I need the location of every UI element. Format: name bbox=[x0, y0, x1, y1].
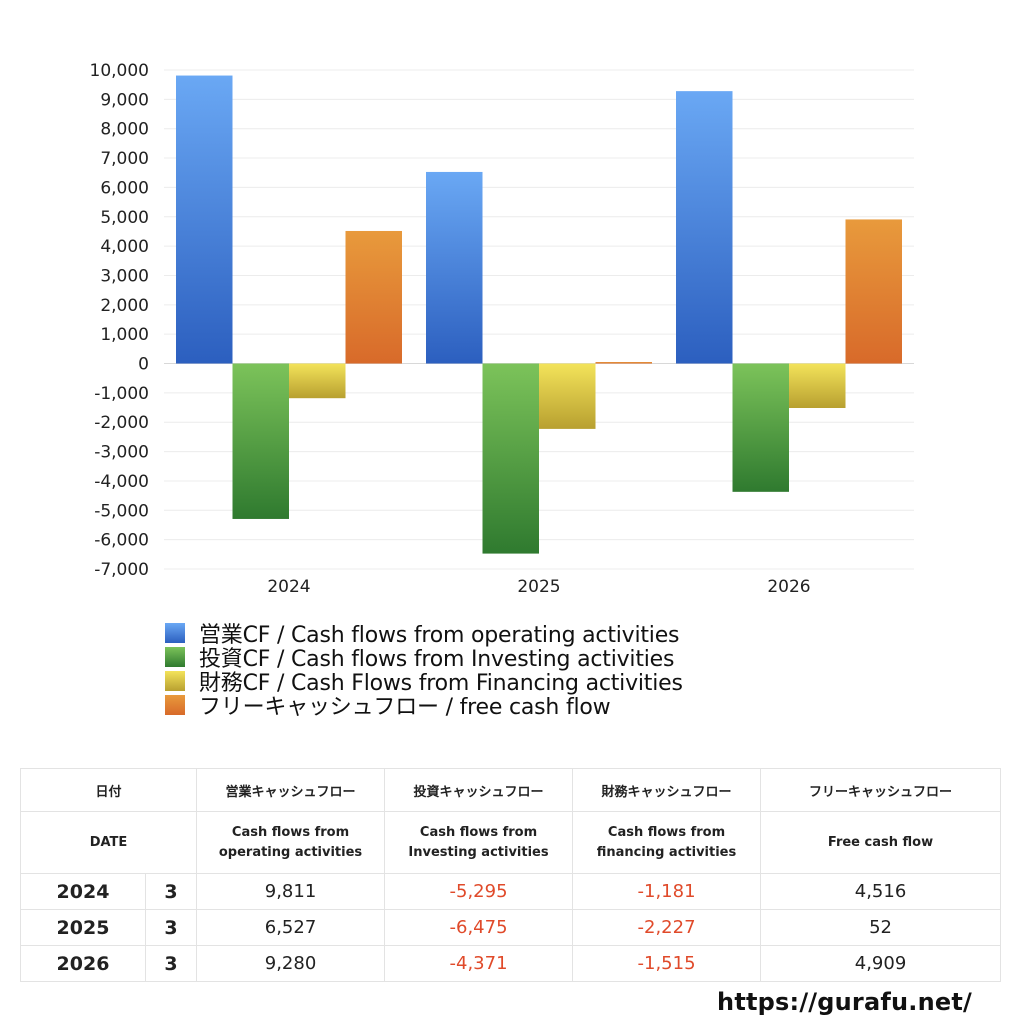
bar-free-2025 bbox=[595, 362, 652, 364]
y-tick-label: -7,000 bbox=[94, 560, 149, 580]
legend-swatch-free bbox=[165, 695, 185, 715]
row-operating: 9,811 bbox=[196, 873, 386, 910]
row-operating: 9,280 bbox=[196, 945, 386, 982]
table-row: 2024 3 9,811 -5,295 -1,181 4,516 bbox=[20, 873, 1002, 910]
legend-label-operating: 営業CF / Cash flows from operating activit… bbox=[199, 623, 680, 648]
bar-operating-2024 bbox=[176, 75, 233, 364]
legend-label-free: フリーキャッシュフロー / free cash flow bbox=[199, 695, 611, 720]
x-tick-label: 2024 bbox=[267, 577, 310, 597]
y-tick-label: 2,000 bbox=[100, 296, 149, 316]
y-tick-label: 9,000 bbox=[100, 90, 149, 110]
bar-financing-2024 bbox=[289, 363, 346, 399]
legend-label-financing: 財務CF / Cash Flows from Financing activit… bbox=[199, 671, 683, 696]
header-free-en: Free cash flow bbox=[760, 811, 1002, 874]
row-operating: 6,527 bbox=[196, 909, 386, 946]
header-investing-en: Cash flows from Investing activities bbox=[384, 811, 574, 874]
legend-swatch-financing bbox=[165, 671, 185, 691]
bars bbox=[176, 75, 902, 554]
cash-flow-table: 日付 営業キャッシュフロー 投資キャッシュフロー 財務キャッシュフロー フリーキ… bbox=[19, 768, 1002, 982]
legend-swatch-investing bbox=[165, 647, 185, 667]
x-axis-ticks: 2024 2025 2026 bbox=[267, 577, 810, 597]
x-tick-label: 2026 bbox=[767, 577, 810, 597]
row-free: 4,516 bbox=[760, 873, 1002, 910]
bar-free-2024 bbox=[345, 230, 402, 364]
bar-financing-2026 bbox=[789, 363, 846, 408]
table-row: 2026 3 9,280 -4,371 -1,515 4,909 bbox=[20, 945, 1002, 982]
legend-item-investing: 投資CF / Cash flows from Investing activit… bbox=[165, 645, 683, 672]
bar-investing-2026 bbox=[732, 363, 789, 492]
row-financing: -1,515 bbox=[572, 945, 762, 982]
header-investing-jp: 投資キャッシュフロー bbox=[384, 768, 574, 812]
row-month: 3 bbox=[144, 945, 198, 982]
y-tick-label: 1,000 bbox=[100, 325, 149, 345]
bar-investing-2025 bbox=[482, 363, 539, 554]
header-financing-jp: 財務キャッシュフロー bbox=[572, 768, 762, 812]
legend-swatch-operating bbox=[165, 623, 185, 643]
row-financing: -1,181 bbox=[572, 873, 762, 910]
legend-item-operating: 営業CF / Cash flows from operating activit… bbox=[165, 621, 683, 648]
header-date-en: DATE bbox=[19, 811, 198, 874]
y-tick-label: -1,000 bbox=[94, 384, 149, 404]
y-tick-label: 7,000 bbox=[100, 149, 149, 169]
y-tick-label: 6,000 bbox=[100, 178, 149, 198]
header-financing-en: Cash flows from financing activities bbox=[572, 811, 762, 874]
row-free: 4,909 bbox=[760, 945, 1002, 982]
y-tick-label: -2,000 bbox=[94, 413, 149, 433]
legend-item-financing: 財務CF / Cash Flows from Financing activit… bbox=[165, 669, 683, 696]
legend-item-free: フリーキャッシュフロー / free cash flow bbox=[165, 693, 683, 720]
y-tick-label: -4,000 bbox=[94, 472, 149, 492]
row-month: 3 bbox=[144, 909, 198, 946]
y-tick-label: -3,000 bbox=[94, 443, 149, 463]
row-investing: -5,295 bbox=[384, 873, 574, 910]
legend: 営業CF / Cash flows from operating activit… bbox=[165, 621, 683, 720]
x-tick-label: 2025 bbox=[517, 577, 560, 597]
y-tick-label: 8,000 bbox=[100, 120, 149, 140]
bar-operating-2026 bbox=[676, 91, 733, 364]
y-tick-label: 0 bbox=[138, 355, 149, 375]
y-tick-label: 3,000 bbox=[100, 266, 149, 286]
bar-investing-2024 bbox=[232, 363, 289, 519]
y-tick-label: -5,000 bbox=[94, 501, 149, 521]
row-free: 52 bbox=[760, 909, 1002, 946]
header-operating-en: Cash flows from operating activities bbox=[196, 811, 386, 874]
header-free-jp: フリーキャッシュフロー bbox=[760, 768, 1002, 812]
bar-free-2026 bbox=[845, 219, 902, 364]
cash-flow-chart: 10,000 9,000 8,000 7,000 6,000 5,000 4,000 3,00… bbox=[90, 61, 914, 597]
row-investing: -6,475 bbox=[384, 909, 574, 946]
header-operating-jp: 営業キャッシュフロー bbox=[196, 768, 386, 812]
site-url[interactable]: https://gurafu.net/ bbox=[717, 988, 972, 1016]
y-tick-label: 5,000 bbox=[100, 208, 149, 228]
y-tick-label: -6,000 bbox=[94, 531, 149, 551]
table-header-en: DATE Cash flows from operating activitie… bbox=[19, 811, 1002, 874]
row-year: 2024 bbox=[20, 873, 146, 910]
row-year: 2025 bbox=[20, 909, 146, 946]
row-investing: -4,371 bbox=[384, 945, 574, 982]
bar-operating-2025 bbox=[426, 171, 483, 364]
legend-label-investing: 投資CF / Cash flows from Investing activit… bbox=[199, 647, 675, 672]
y-tick-label: 10,000 bbox=[90, 61, 149, 81]
y-axis-ticks: 10,000 9,000 8,000 7,000 6,000 5,000 4,000 3,00… bbox=[90, 61, 149, 580]
row-year: 2026 bbox=[20, 945, 146, 982]
row-month: 3 bbox=[144, 873, 198, 910]
header-date-jp: 日付 bbox=[19, 768, 198, 812]
row-financing: -2,227 bbox=[572, 909, 762, 946]
table-row: 2025 3 6,527 -6,475 -2,227 52 bbox=[20, 909, 1002, 946]
table-header-jp: 日付 営業キャッシュフロー 投資キャッシュフロー 財務キャッシュフロー フリーキ… bbox=[19, 768, 1002, 812]
bar-financing-2025 bbox=[539, 363, 596, 429]
y-tick-label: 4,000 bbox=[100, 237, 149, 257]
